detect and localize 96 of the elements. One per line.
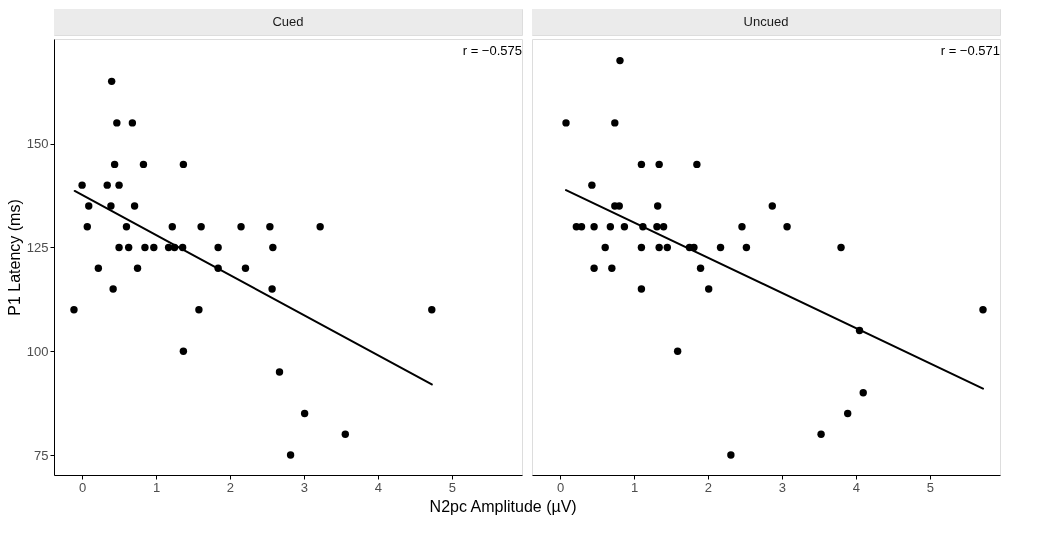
point <box>113 119 121 127</box>
point <box>179 347 188 355</box>
point <box>168 222 176 231</box>
x-tick-label: 1 <box>152 479 161 495</box>
point <box>275 368 284 376</box>
y-tick-label: 75 <box>34 447 49 463</box>
point <box>195 306 203 314</box>
point <box>716 243 725 252</box>
y-axis-title: P1 Latency (ms) <box>5 199 23 316</box>
point <box>659 222 668 231</box>
point <box>109 285 117 293</box>
point <box>859 389 867 397</box>
point <box>94 264 103 272</box>
point <box>727 451 735 459</box>
point <box>316 222 324 231</box>
x-tick-label: 3 <box>778 479 787 495</box>
annotation: r = −0.575 <box>462 43 522 58</box>
point <box>110 160 119 169</box>
point <box>341 430 350 439</box>
point <box>286 451 295 459</box>
point <box>693 160 701 169</box>
point <box>601 243 609 252</box>
point <box>115 181 123 189</box>
y-tick-label: 100 <box>26 343 49 359</box>
annotation: r = −0.571 <box>940 43 1000 58</box>
point <box>817 430 825 439</box>
point <box>637 243 646 252</box>
y-tick-label: 150 <box>26 136 49 152</box>
point <box>269 243 277 252</box>
point <box>768 202 776 210</box>
point <box>107 77 116 86</box>
point <box>130 202 139 210</box>
x-tick-label: 2 <box>704 479 713 495</box>
point <box>655 160 663 169</box>
chart-title: Cued <box>272 14 304 29</box>
point <box>70 306 78 314</box>
point <box>653 222 661 231</box>
point <box>837 243 845 252</box>
point <box>115 243 123 252</box>
x-tick-label: 1 <box>630 479 639 495</box>
point <box>616 56 624 65</box>
point <box>611 119 619 127</box>
point <box>214 243 222 252</box>
point <box>738 222 746 231</box>
point <box>637 285 646 293</box>
point <box>300 409 309 418</box>
point <box>704 285 713 293</box>
point <box>590 222 598 231</box>
point <box>843 409 852 418</box>
point <box>620 222 629 231</box>
point <box>128 119 137 127</box>
point <box>107 202 115 210</box>
point <box>653 202 662 210</box>
point <box>637 160 646 169</box>
point <box>606 222 615 231</box>
point <box>663 243 672 252</box>
point <box>124 243 133 252</box>
x-axis-title: N2pc Amplitude (µV) <box>429 497 577 515</box>
point <box>197 222 205 231</box>
point <box>696 264 705 272</box>
x-tick-label: 2 <box>226 479 235 495</box>
point <box>237 222 245 231</box>
x-tick-label: 4 <box>852 479 860 495</box>
point <box>588 181 596 189</box>
point <box>83 222 91 231</box>
x-tick-label: 5 <box>448 479 456 495</box>
point <box>241 264 250 272</box>
point <box>133 264 142 272</box>
point <box>122 222 131 231</box>
point <box>783 222 791 231</box>
point <box>164 243 173 252</box>
point <box>85 202 93 210</box>
point <box>562 119 570 127</box>
chart-title: Uncued <box>743 14 789 29</box>
point <box>141 243 149 252</box>
point <box>78 181 86 189</box>
point <box>428 306 436 314</box>
x-tick-label: 3 <box>300 479 309 495</box>
point <box>179 160 188 169</box>
point <box>979 306 987 314</box>
point <box>742 243 751 252</box>
point <box>268 285 276 293</box>
point <box>150 243 158 252</box>
point <box>139 160 148 169</box>
x-tick-label: 0 <box>556 479 565 495</box>
x-tick-label: 4 <box>374 479 382 495</box>
x-tick-label: 0 <box>78 479 87 495</box>
point <box>673 347 682 355</box>
point <box>608 264 616 272</box>
point <box>590 264 598 272</box>
y-tick-label: 125 <box>26 239 49 255</box>
point <box>655 243 663 252</box>
x-tick-label: 5 <box>926 479 934 495</box>
point <box>266 222 274 231</box>
point <box>577 222 586 231</box>
point <box>103 181 111 189</box>
